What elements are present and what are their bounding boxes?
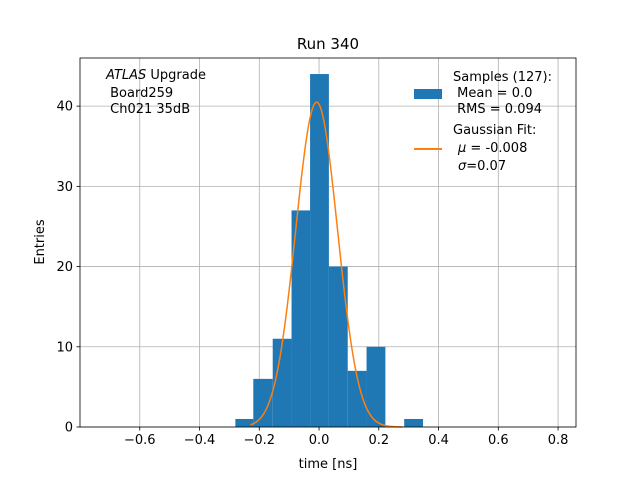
annotation-line-2: Board259 — [106, 86, 173, 101]
x-tick-label: 0.2 — [368, 433, 389, 448]
legend-swatch-samples — [414, 89, 442, 99]
legend-fit-mu: μ = -0.008 — [457, 141, 527, 156]
y-tick-label: 10 — [56, 340, 73, 355]
x-tick-label: 0.8 — [548, 433, 569, 448]
x-axis-title: time [ns] — [299, 457, 358, 472]
x-tick-label: 0.6 — [488, 433, 509, 448]
chart-title: Run 340 — [297, 35, 359, 53]
legend-samples-line-1: Samples (127): — [453, 70, 552, 85]
histogram-bar — [347, 370, 367, 427]
legend-fit-sigma: σ=0.07 — [458, 159, 506, 174]
y-axis-ticks: 0 10 20 30 40 — [56, 100, 80, 436]
histogram-bar — [253, 378, 273, 427]
legend: Samples (127): Mean = 0.0 RMS = 0.094 Ga… — [414, 70, 552, 174]
legend-samples-line-2: Mean = 0.0 — [453, 86, 532, 101]
annotation-line-1: ATLAS Upgrade — [105, 68, 206, 83]
annotation: ATLAS Upgrade Board259 Ch021 35dB — [105, 68, 206, 117]
legend-samples-line-3: RMS = 0.094 — [453, 102, 542, 117]
x-axis-ticks: −0.6 −0.4 −0.2 0.0 0.2 0.4 0.6 0.8 — [124, 427, 568, 448]
histogram-bar — [291, 210, 311, 427]
x-tick-label: −0.6 — [124, 433, 156, 448]
mu-value: = -0.008 — [466, 141, 527, 156]
mu-symbol: μ — [457, 141, 466, 156]
plot-frame — [79, 57, 577, 428]
x-tick-label: 0.0 — [309, 433, 330, 448]
x-tick-label: −0.4 — [184, 433, 216, 448]
legend-fit-line-1: Gaussian Fit: — [453, 123, 536, 138]
upgrade-label: Upgrade — [146, 68, 206, 83]
x-tick-label: 0.4 — [428, 433, 449, 448]
y-axis-title: Entries — [33, 219, 48, 265]
annotation-line-3: Ch021 35dB — [106, 102, 190, 117]
histogram-bar — [310, 74, 329, 427]
histogram-bars — [235, 74, 424, 427]
sigma-value: =0.07 — [466, 159, 506, 174]
sigma-symbol: σ — [458, 159, 467, 174]
x-tick-label: −0.2 — [243, 433, 275, 448]
histogram-bar — [366, 346, 386, 427]
histogram-bar — [272, 338, 292, 427]
y-tick-label: 30 — [56, 180, 73, 195]
y-tick-label: 40 — [56, 100, 73, 115]
atlas-label: ATLAS — [105, 68, 146, 83]
histogram-bar — [404, 418, 424, 427]
y-tick-label: 20 — [56, 260, 73, 275]
y-tick-label: 0 — [65, 421, 73, 436]
histogram-bar — [328, 266, 348, 427]
gaussian-fit-curve — [250, 101, 403, 428]
histogram-bar — [235, 418, 254, 427]
